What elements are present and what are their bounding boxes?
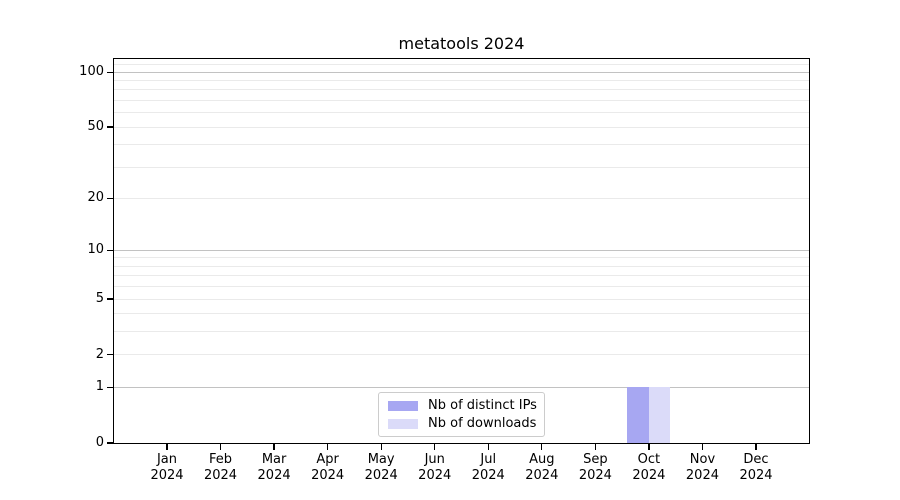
x-tick [487, 444, 489, 450]
x-tick-label: Aug 2024 [525, 452, 559, 483]
x-tick-label: Dec 2024 [739, 452, 773, 483]
y-tick-label: 100 [79, 64, 104, 80]
y-tick-label: 2 [95, 346, 104, 362]
y-tick [107, 249, 113, 251]
x-tick [434, 444, 436, 450]
y-tick [107, 298, 113, 300]
minor-gridline [114, 197, 809, 199]
minor-gridline [114, 298, 809, 300]
legend-swatch-distinct-ips [388, 400, 418, 411]
y-tick [107, 71, 113, 73]
minor-gridline [114, 286, 809, 288]
x-tick-year: 2024 [364, 468, 398, 483]
x-tick [326, 444, 329, 450]
legend-entry-downloads: Nb of downloads [388, 416, 537, 431]
minor-gridline [114, 89, 809, 91]
minor-gridline [114, 331, 809, 333]
bar-downloads [648, 387, 671, 443]
x-tick [594, 444, 596, 450]
x-tick-label: Jan 2024 [150, 452, 184, 483]
y-tick [107, 442, 113, 444]
x-tick-label: May 2024 [364, 452, 398, 483]
x-tick-label: Nov 2024 [685, 452, 719, 483]
y-tick [107, 386, 113, 388]
minor-gridline [114, 265, 809, 267]
x-tick-year: 2024 [418, 468, 452, 483]
x-tick [648, 444, 650, 450]
x-tick-year: 2024 [578, 468, 612, 483]
minor-gridline [114, 126, 809, 128]
x-tick-label: Jul 2024 [471, 452, 505, 483]
minor-gridline [114, 257, 809, 259]
legend-entry-distinct-ips: Nb of distinct IPs [388, 398, 537, 413]
x-tick [219, 444, 222, 450]
major-gridline [114, 386, 809, 388]
x-tick-year: 2024 [525, 468, 559, 483]
x-tick-label: Apr 2024 [311, 452, 345, 483]
y-tick-label: 50 [87, 119, 104, 135]
x-tick-year: 2024 [685, 468, 719, 483]
x-tick-label: Mar 2024 [257, 452, 291, 483]
minor-gridline [114, 99, 809, 101]
y-tick [107, 197, 113, 200]
x-tick-label: Oct 2024 [632, 452, 666, 483]
x-tick [701, 444, 704, 450]
legend: Nb of distinct IPs Nb of downloads [378, 392, 545, 437]
x-tick [273, 444, 275, 450]
minor-gridline [114, 64, 809, 66]
bar-distinct-ips [627, 387, 649, 443]
y-tick-label: 20 [87, 190, 104, 206]
plot-area: 0 1 2 5 10 20 50 100 Jan 2024 Feb 2024 Mar 2024 Apr 20… [79, 58, 810, 483]
x-tick-year: 2024 [632, 468, 666, 483]
x-tick-year: 2024 [257, 468, 291, 483]
x-tick-year: 2024 [471, 468, 505, 483]
x-tick-label: Sep 2024 [578, 452, 612, 483]
x-tick-year: 2024 [311, 468, 345, 483]
minor-gridline [114, 354, 809, 356]
y-tick-label: 0 [95, 435, 104, 450]
chart-title: metatools 2024 [398, 34, 525, 53]
x-tick-year: 2024 [150, 468, 184, 483]
minor-gridline [114, 112, 809, 114]
x-tick-label: Jun 2024 [418, 452, 452, 483]
minor-gridline [114, 275, 809, 277]
minor-gridline [114, 144, 809, 146]
x-tick [541, 444, 543, 450]
y-tick-label: 5 [95, 291, 104, 307]
x-tick-year: 2024 [739, 468, 773, 483]
minor-gridline [114, 166, 809, 168]
x-tick [755, 444, 757, 450]
minor-gridline [114, 80, 809, 82]
legend-label-downloads: Nb of downloads [428, 416, 537, 431]
legend-label-distinct-ips: Nb of distinct IPs [428, 398, 537, 413]
minor-gridline [114, 313, 809, 315]
x-tick [380, 444, 382, 450]
y-tick [107, 126, 113, 128]
major-gridline [114, 249, 809, 251]
x-tick-year: 2024 [203, 468, 238, 483]
legend-swatch-downloads [388, 418, 418, 429]
x-tick [166, 444, 168, 450]
y-tick-label: 1 [95, 379, 104, 395]
x-tick-label: Feb 2024 [203, 452, 238, 483]
major-gridline [114, 71, 809, 73]
y-tick-label: 10 [87, 242, 104, 258]
y-tick [107, 354, 113, 356]
